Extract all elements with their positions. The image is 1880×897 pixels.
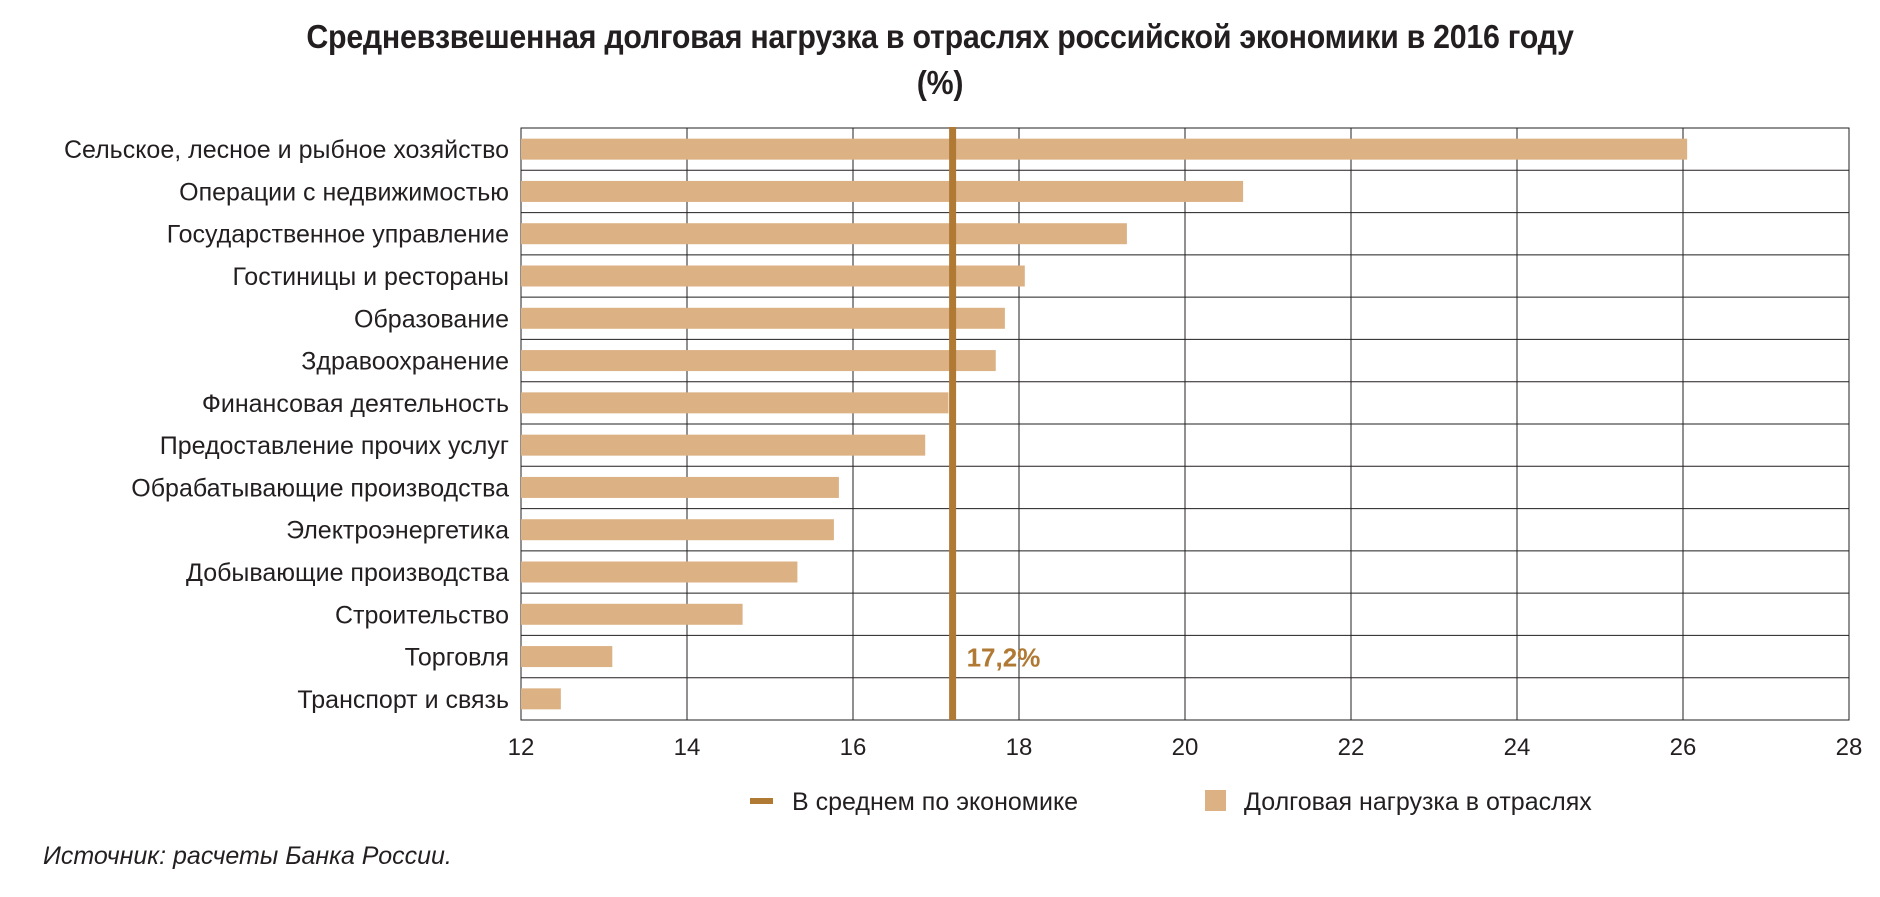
category-label: Здравоохранение (301, 348, 509, 376)
category-label: Предоставление прочих услуг (160, 432, 509, 460)
bar (521, 138, 1688, 160)
x-tick-label: 14 (674, 734, 701, 761)
bar (521, 519, 834, 541)
source-note: Источник: расчеты Банка России. (43, 842, 452, 870)
category-label: Гостиницы и рестораны (232, 263, 509, 291)
bar (521, 265, 1025, 287)
bar (521, 603, 743, 625)
category-label: Добывающие производства (186, 559, 509, 587)
bar (521, 434, 926, 456)
bar (521, 476, 839, 498)
legend-label-industries: Долговая нагрузка в отраслях (1244, 788, 1592, 816)
legend-label-average: В среднем по экономике (792, 788, 1078, 816)
category-label: Сельское, лесное и рыбное хозяйство (64, 136, 509, 164)
category-label: Финансовая деятельность (202, 390, 509, 418)
x-tick-label: 12 (508, 734, 535, 761)
chart-title: Средневзвешенная долговая нагрузка в отр… (75, 14, 1805, 106)
bar (521, 561, 798, 583)
x-tick-label: 18 (1006, 734, 1033, 761)
x-tick-label: 16 (840, 734, 867, 761)
x-tick-label: 22 (1338, 734, 1365, 761)
bar-chart: 12 14 16 18 20 22 24 26 28 Сельское, лесное и рыб… (64, 127, 1863, 816)
category-label: Транспорт и связь (297, 686, 509, 714)
category-label: Строительство (335, 601, 509, 629)
average-value-label: 17,2% (967, 643, 1041, 673)
bar (521, 392, 949, 414)
bar (521, 223, 1127, 245)
x-tick-label: 20 (1172, 734, 1199, 761)
bar (521, 646, 613, 668)
x-tick-label: 26 (1670, 734, 1697, 761)
bar (521, 688, 561, 710)
chart-title-line-2: (%) (916, 64, 964, 101)
category-label: Обрабатывающие производства (131, 474, 509, 502)
legend-square-symbol (1205, 790, 1226, 811)
x-tick-label: 28 (1836, 734, 1863, 761)
category-label: Электроэнергетика (286, 517, 509, 545)
category-label: Образование (354, 305, 509, 333)
bar (521, 350, 996, 372)
chart-title-line-1: Средневзвешенная долговая нагрузка в отр… (306, 18, 1574, 55)
category-label: Операции с недвижимостью (179, 178, 509, 206)
bar (521, 307, 1005, 329)
x-tick-label: 24 (1504, 734, 1531, 761)
bar (521, 180, 1244, 202)
category-label: Торговля (405, 644, 509, 672)
category-label: Государственное управление (167, 221, 509, 249)
